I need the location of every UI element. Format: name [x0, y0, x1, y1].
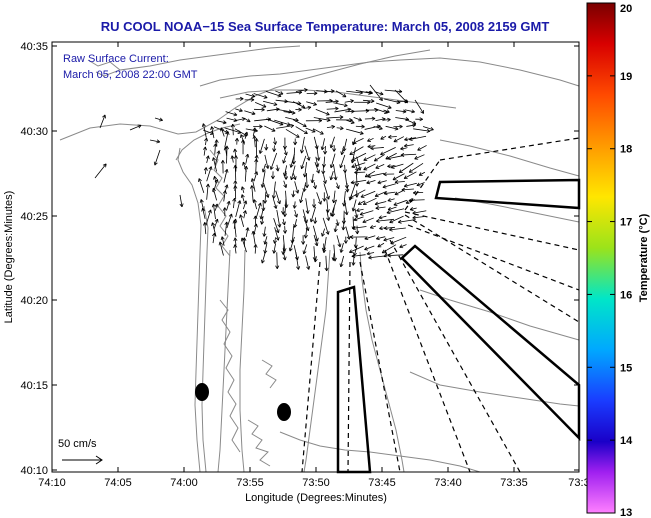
x-tick-label: 73:55 — [236, 477, 264, 489]
x-tick-label: 73:45 — [368, 477, 396, 489]
y-tick-label: 40:30 — [20, 126, 48, 138]
x-tick-label: 73:35 — [500, 477, 528, 489]
radar-coverage-lines — [301, 137, 580, 473]
colorbar-tick-label: 17 — [620, 217, 632, 229]
current-annotation-line2: March 05, 2008 22:00 GMT — [63, 69, 198, 81]
x-tick-label: 73:50 — [302, 477, 330, 489]
colorbar-tick-label: 13 — [620, 507, 632, 518]
temperature-colorbar: 20 19 18 17 16 15 14 13 Temperature (°C) — [586, 2, 650, 518]
x-tick-label: 73:3 — [568, 477, 589, 489]
current-annotation-line1: Raw Surface Current: — [63, 53, 169, 65]
scale-label: 50 cm/s — [58, 438, 97, 450]
colorbar-tick-label: 14 — [620, 435, 633, 447]
y-tick-label: 40:15 — [20, 380, 48, 392]
colorbar-label: Temperature (°C) — [638, 213, 650, 302]
map-area: 50 cm/s Raw Surface Current: March 05, 2… — [51, 41, 581, 474]
x-axis-ticks: 74:10 74:05 74:00 73:55 73:50 73:45 73:40 73:35… — [38, 42, 590, 489]
coastline-contours — [59, 45, 580, 473]
shoal-marker — [195, 383, 209, 401]
scale-arrow — [62, 455, 103, 465]
map-title: RU COOL NOAA−15 Sea Surface Temperature:… — [101, 19, 550, 34]
colorbar-tick-label: 16 — [620, 289, 632, 301]
y-tick-label: 40:20 — [20, 295, 48, 307]
current-vector-field — [94, 84, 434, 272]
x-tick-label: 73:40 — [434, 477, 462, 489]
x-tick-label: 74:05 — [104, 477, 132, 489]
y-axis-label: Latitude (Degrees:Minutes) — [3, 191, 15, 324]
colorbar-tick-label: 15 — [620, 362, 632, 374]
colorbar-tick-label: 18 — [620, 144, 632, 156]
shoal-marker — [277, 403, 291, 421]
y-tick-label: 40:25 — [20, 211, 48, 223]
x-axis-label: Longitude (Degrees:Minutes) — [245, 492, 387, 504]
y-tick-label: 40:35 — [20, 41, 48, 53]
colorbar-tick-label: 19 — [620, 71, 632, 83]
y-axis-ticks: 40:35 40:30 40:25 40:20 40:15 40:10 — [20, 41, 579, 477]
x-tick-label: 74:00 — [170, 477, 198, 489]
colorbar-tick-label: 20 — [620, 3, 632, 15]
x-tick-label: 74:10 — [38, 477, 66, 489]
y-tick-label: 40:10 — [20, 465, 48, 477]
